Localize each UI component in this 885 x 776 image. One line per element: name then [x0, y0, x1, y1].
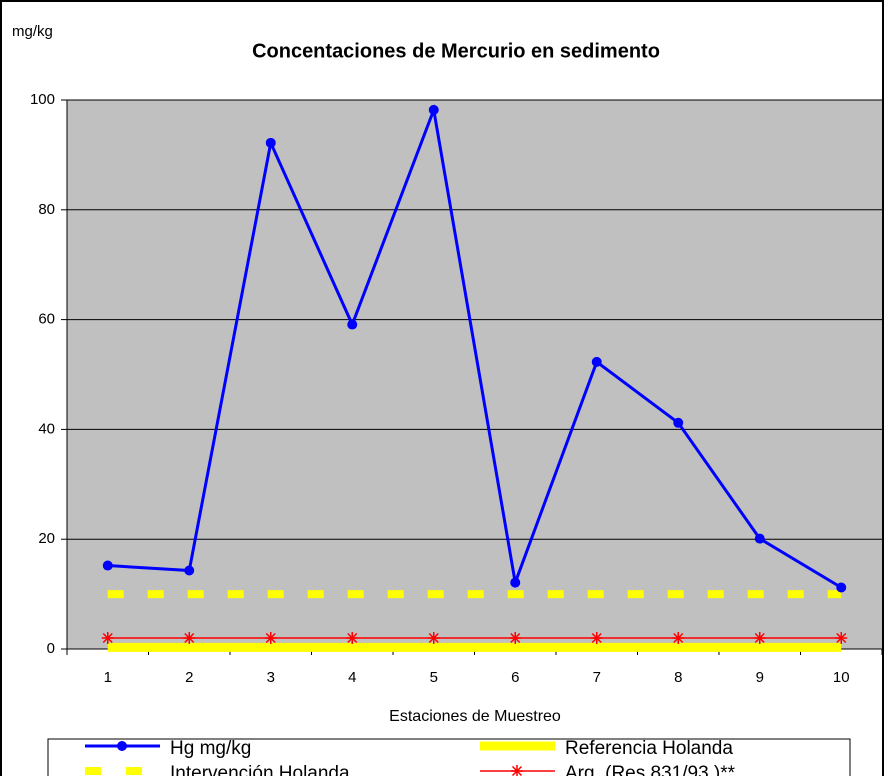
x-tick-label: 10 — [833, 669, 850, 686]
data-point — [590, 632, 603, 645]
data-point — [183, 632, 196, 645]
y-tick-label: 0 — [47, 640, 55, 657]
x-tick-label: 9 — [756, 669, 764, 686]
data-point — [509, 632, 522, 645]
data-point — [836, 582, 847, 593]
legend-label: Hg mg/kg — [170, 738, 251, 759]
data-point — [835, 632, 848, 645]
y-axis-label: mg/kg — [12, 23, 53, 40]
x-tick-label: 8 — [674, 669, 682, 686]
plot-area — [67, 100, 882, 649]
x-axis-label: Estaciones de Muestreo — [389, 708, 561, 725]
x-tick-label: 6 — [511, 669, 519, 686]
y-tick-label: 60 — [38, 311, 55, 328]
data-point — [264, 632, 277, 645]
legend-marker — [117, 741, 127, 751]
data-point — [428, 104, 439, 115]
y-tick-label: 80 — [38, 201, 55, 218]
legend-label: Referencia Holanda — [565, 738, 733, 759]
chart-title: Concentaciones de Mercurio en sedimento — [252, 40, 660, 62]
data-point — [102, 560, 113, 571]
data-point — [591, 356, 602, 367]
series-line — [107, 104, 843, 589]
x-tick-label: 4 — [348, 669, 356, 686]
x-tick-label: 7 — [593, 669, 601, 686]
x-tick-label: 2 — [185, 669, 193, 686]
data-point — [347, 319, 358, 330]
legend-box — [47, 738, 851, 776]
legend-label: Arg. (Res.831/93 )** — [565, 763, 736, 776]
data-point — [101, 632, 114, 645]
y-tick-label: 20 — [38, 530, 55, 547]
x-tick-label: 5 — [430, 669, 438, 686]
legend-marker — [511, 765, 523, 776]
legend-label: Intervención Holanda — [170, 763, 350, 776]
y-tick-label: 40 — [38, 420, 55, 437]
x-tick-label: 1 — [104, 669, 112, 686]
y-tick-label: 100 — [30, 91, 55, 108]
data-point — [184, 565, 195, 576]
data-point — [427, 632, 440, 645]
data-point — [265, 137, 276, 148]
data-point — [673, 417, 684, 428]
data-point — [672, 632, 685, 645]
data-point — [753, 632, 766, 645]
data-point — [754, 533, 765, 544]
x-tick-label: 3 — [267, 669, 275, 686]
data-point — [510, 577, 521, 588]
data-point — [346, 632, 359, 645]
